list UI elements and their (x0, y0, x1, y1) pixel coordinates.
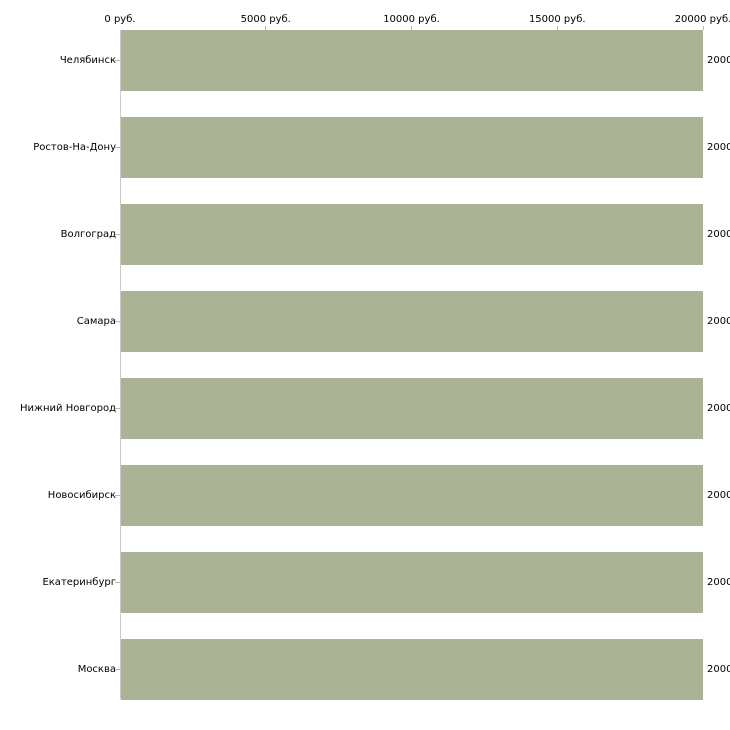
bar-row: Екатеринбург 20000 (0, 552, 730, 613)
x-axis-tick-label: 15000 руб. (528, 14, 586, 25)
category-label: Екатеринбург (42, 577, 116, 588)
x-axis-tick (411, 26, 412, 30)
category-label: Самара (76, 316, 116, 327)
category-tick (115, 234, 120, 235)
x-axis-tick (265, 26, 267, 30)
category-label: Новосибирск (47, 490, 116, 501)
x-axis-tick-label: 10000 руб. (383, 14, 440, 25)
bar-row: Челябинск 20000 (0, 30, 730, 91)
value-label: 20000 (707, 664, 730, 675)
category-label: Москва (77, 664, 116, 675)
bar-row: Нижний Новгород 20000 (0, 378, 730, 439)
category-tick (115, 147, 120, 148)
category-label: Волгоград (60, 229, 116, 240)
y-axis-line (120, 30, 121, 699)
bar (121, 552, 703, 613)
category-tick (115, 408, 120, 409)
bar-row: Новосибирск 20000 (0, 465, 730, 526)
bar-row: Волгоград 20000 (0, 204, 730, 265)
value-label: 20000 (707, 229, 730, 240)
value-label: 20000 (707, 403, 730, 414)
bar (121, 378, 703, 439)
bar (121, 639, 703, 700)
bar-row: Москва 20000 (0, 639, 730, 700)
category-tick (115, 669, 120, 670)
value-label: 20000 (707, 316, 730, 327)
value-label: 20000 (707, 577, 730, 588)
bar (121, 204, 703, 265)
x-axis-tick (556, 26, 558, 30)
category-label: Нижний Новгород (19, 403, 116, 414)
bar-row: Ростов-На-Дону 20000 (0, 117, 730, 178)
bar (121, 465, 703, 526)
category-tick (115, 495, 120, 496)
category-label: Челябинск (59, 55, 116, 66)
category-tick (115, 60, 120, 61)
category-tick (115, 321, 120, 322)
value-label: 20000 (707, 490, 730, 501)
bar (121, 30, 703, 91)
category-label: Ростов-На-Дону (33, 142, 116, 153)
x-axis-tick-label: 5000 руб. (240, 14, 291, 25)
x-axis-tick-label: 20000 руб. (674, 14, 730, 25)
bar-row: Самара 20000 (0, 291, 730, 352)
bar (121, 117, 703, 178)
x-axis-tick (702, 26, 704, 30)
value-label: 20000 (707, 55, 730, 66)
category-tick (115, 582, 120, 583)
bar (121, 291, 703, 352)
value-label: 20000 (707, 142, 730, 153)
x-axis-tick-label: 0 руб. (104, 14, 136, 25)
